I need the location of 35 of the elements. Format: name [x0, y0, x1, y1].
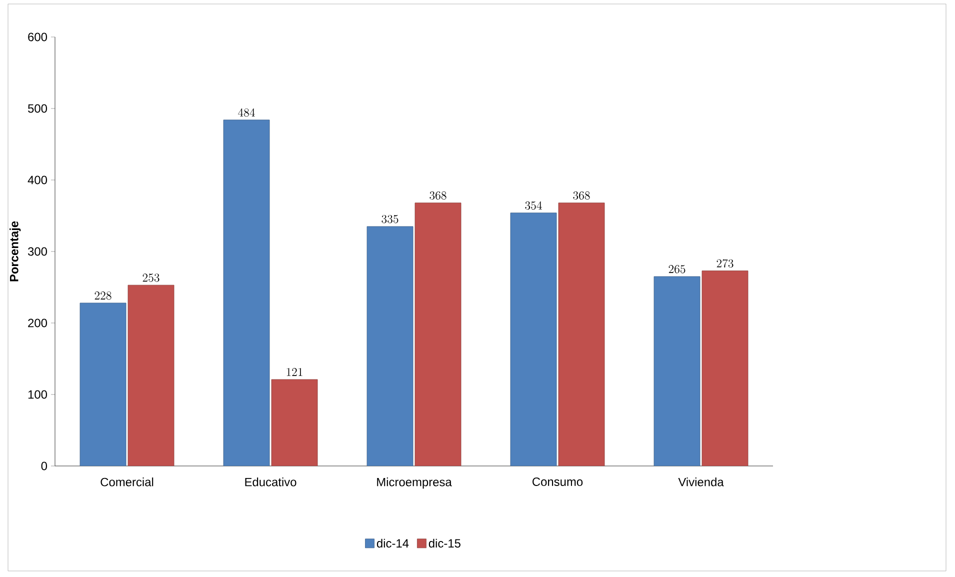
- bar: [366, 226, 414, 466]
- data-label: 253: [142, 274, 160, 282]
- y-tick-label: 400: [28, 176, 48, 184]
- bar: [128, 284, 174, 466]
- y-tick-label: 500: [28, 104, 48, 113]
- x-tick-label: Microempresa: [377, 478, 452, 489]
- y-tick-label: 100: [28, 390, 48, 399]
- data-label: 368: [573, 191, 590, 200]
- data-label: 228: [94, 291, 112, 300]
- y-axis-title: Porcentaje: [10, 221, 21, 282]
- data-label: 368: [430, 191, 446, 200]
- data-label: 265: [668, 265, 686, 274]
- bar: [702, 270, 748, 466]
- legend-label: dic-15: [428, 538, 460, 548]
- y-tick-label: 0: [41, 462, 48, 470]
- y-tick-label: 300: [28, 247, 48, 256]
- data-label: 484: [238, 108, 255, 117]
- data-label: 335: [382, 214, 398, 224]
- bar: [654, 276, 700, 466]
- bar: [510, 212, 557, 466]
- y-tick-label: 200: [28, 318, 48, 328]
- data-label: 273: [716, 259, 734, 268]
- bar: [414, 202, 462, 466]
- x-tick-label: Educativo: [245, 478, 296, 486]
- bar: [558, 202, 605, 466]
- bar: [271, 379, 318, 466]
- data-label: 121: [286, 368, 302, 376]
- data-label: 354: [525, 201, 542, 210]
- legend-label: dic-14: [376, 538, 409, 548]
- x-tick-label: Vivienda: [678, 478, 724, 486]
- bar: [80, 302, 126, 466]
- x-tick-label: Consumo: [532, 478, 583, 486]
- y-tick-label: 600: [28, 32, 48, 42]
- bar: [223, 120, 270, 466]
- x-tick-label: Comercial: [100, 478, 154, 486]
